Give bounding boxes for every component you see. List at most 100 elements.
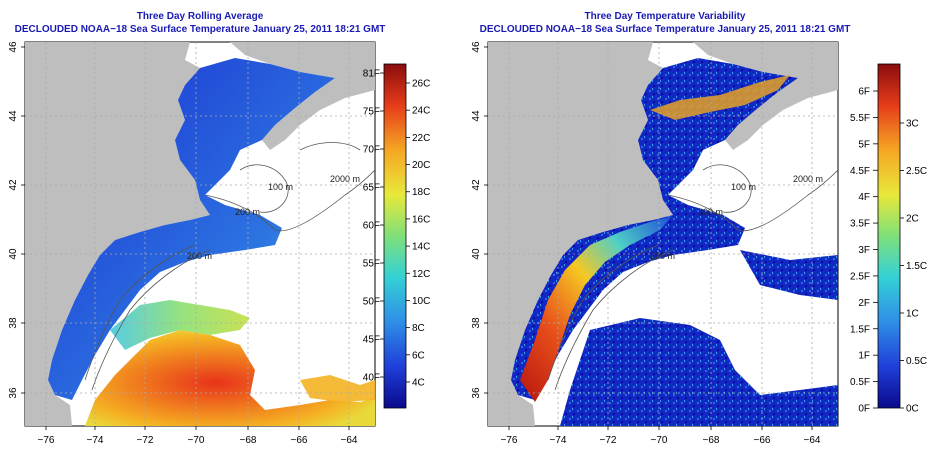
right-y-axis: 36 38 40 42 44 46 bbox=[471, 41, 488, 399]
right-x-tick-label: −70 bbox=[651, 435, 668, 446]
left-colorbar-c-label: 16C bbox=[412, 214, 430, 225]
right-colorbar-celsius-labels: 3C 2.5C 2C 1.5C 1C 0.5C 0C bbox=[900, 119, 927, 415]
left-colorbar-celsius-labels: 26C 24C 22C 20C 18C 16C 14C 12C 10C 8C 6C 4C bbox=[406, 79, 430, 389]
right-colorbar-f-label: 2F bbox=[858, 298, 870, 309]
right-isobath-label-200m-b: 200 m bbox=[698, 207, 723, 217]
left-y-tick-label: 40 bbox=[8, 248, 19, 260]
right-var-offshore-blue bbox=[560, 318, 838, 426]
left-colorbar-fahrenheit-labels: 81F 75F 70F 65F 60F 55F 50F 45F 40F bbox=[363, 69, 384, 384]
right-var-gulf-maine-front bbox=[650, 75, 790, 120]
left-x-tick-label: −76 bbox=[38, 435, 55, 446]
right-var-offshore-east bbox=[740, 250, 838, 300]
right-colorbar-f-label: 4.5F bbox=[850, 166, 870, 177]
right-land-mass bbox=[488, 42, 673, 426]
right-colorbar-fahrenheit-labels: 6F 5.5F 5F 4.5F 4F 3.5F 3F 2.5F 2F 1.5F 1F 0.5F 0F bbox=[850, 87, 878, 415]
right-colorbar-f-label: 5.5F bbox=[850, 113, 870, 124]
left-x-tick-label: −72 bbox=[137, 435, 154, 446]
left-colorbar-f-label: 45F bbox=[363, 335, 380, 346]
left-map: 100 m 200 m 2000 m 200 m bbox=[24, 41, 376, 427]
left-title-line1: Three Day Rolling Average bbox=[136, 11, 264, 22]
right-colorbar-f-label: 1.5F bbox=[850, 324, 870, 335]
left-x-tick-label: −66 bbox=[291, 435, 308, 446]
left-colorbar-f-label: 81F bbox=[363, 69, 380, 80]
right-x-tick-label: −66 bbox=[754, 435, 771, 446]
right-var-shelf-front bbox=[520, 216, 672, 402]
right-x-tick-label: −76 bbox=[501, 435, 518, 446]
left-sst-warm-patch-east bbox=[300, 375, 375, 402]
right-y-tick-label: 36 bbox=[471, 387, 482, 399]
left-colorbar-f-label: 75F bbox=[363, 107, 380, 118]
left-y-tick-label: 46 bbox=[8, 41, 19, 53]
right-x-tick-label: −72 bbox=[600, 435, 617, 446]
left-y-axis: 36 38 40 42 44 46 bbox=[8, 41, 25, 399]
left-colorbar-c-label: 12C bbox=[412, 269, 430, 280]
left-colorbar-c-label: 18C bbox=[412, 187, 430, 198]
right-colorbar-c-label: 2.5C bbox=[906, 166, 927, 177]
right-x-axis: −76 −74 −72 −70 −68 −66 −64 bbox=[501, 426, 821, 446]
left-land-islands bbox=[335, 55, 375, 75]
right-x-tick-label: −68 bbox=[703, 435, 720, 446]
right-x-tick-label: −64 bbox=[804, 435, 821, 446]
right-title-line1: Three Day Temperature Variability bbox=[584, 11, 746, 22]
left-title-line2: DECLOUDED NOAA−18 Sea Surface Temperatur… bbox=[14, 24, 386, 35]
left-land-nova-scotia bbox=[230, 42, 375, 150]
right-isobath-label-2000m: 2000 m bbox=[793, 174, 823, 184]
right-map: 100 m 200 m 2000 m 200 m bbox=[487, 41, 839, 427]
right-colorbar-f-label: 5F bbox=[858, 139, 870, 150]
left-x-tick-label: −68 bbox=[240, 435, 257, 446]
left-isobath-label-100m: 100 m bbox=[268, 182, 293, 192]
right-land-nova-scotia bbox=[693, 42, 838, 150]
right-colorbar bbox=[877, 63, 901, 409]
right-colorbar-c-label: 0.5C bbox=[906, 356, 927, 367]
left-colorbar-c-label: 20C bbox=[412, 160, 430, 171]
right-colorbar-f-label: 3F bbox=[858, 245, 870, 256]
right-y-tick-label: 40 bbox=[471, 248, 482, 260]
left-gridlines bbox=[25, 42, 375, 426]
left-colorbar-f-label: 55F bbox=[363, 259, 380, 270]
left-colorbar-f-label: 65F bbox=[363, 183, 380, 194]
right-colorbar-c-label: 2C bbox=[906, 214, 919, 225]
left-colorbar-c-label: 6C bbox=[412, 350, 425, 361]
left-x-tick-label: −70 bbox=[188, 435, 205, 446]
left-colorbar-f-label: 40F bbox=[363, 373, 380, 384]
left-x-axis: −76 −74 −72 −70 −68 −66 −64 bbox=[38, 426, 358, 446]
right-colorbar-f-label: 0.5F bbox=[850, 377, 870, 388]
right-isobath-label-200m: 200 m bbox=[650, 251, 675, 261]
left-colorbar-c-label: 4C bbox=[412, 378, 425, 389]
right-isobath-label-100m: 100 m bbox=[731, 182, 756, 192]
right-colorbar-c-label: 1C bbox=[906, 309, 919, 320]
left-colorbar-f-label: 60F bbox=[363, 221, 380, 232]
right-y-tick-label: 44 bbox=[471, 110, 482, 122]
left-colorbar bbox=[383, 63, 407, 409]
left-y-tick-label: 44 bbox=[8, 110, 19, 122]
left-colorbar-c-label: 26C bbox=[412, 79, 430, 90]
right-colorbar-f-label: 4F bbox=[858, 192, 870, 203]
left-isobath-label-200m: 200 m bbox=[187, 251, 212, 261]
right-colorbar-c-label: 1.5C bbox=[906, 261, 927, 272]
left-isobaths bbox=[84, 142, 375, 391]
right-colorbar-f-label: 0F bbox=[858, 404, 870, 415]
right-colorbar-f-label: 2.5F bbox=[850, 271, 870, 282]
left-y-tick-label: 38 bbox=[8, 317, 19, 329]
right-x-tick-label: −74 bbox=[550, 435, 567, 446]
right-y-tick-label: 46 bbox=[471, 41, 482, 53]
left-colorbar-c-label: 8C bbox=[412, 323, 425, 334]
left-land-mass bbox=[25, 42, 210, 426]
left-y-tick-label: 42 bbox=[8, 179, 19, 191]
left-colorbar-f-label: 50F bbox=[363, 297, 380, 308]
right-colorbar-c-label: 0C bbox=[906, 404, 919, 415]
left-x-tick-label: −64 bbox=[341, 435, 358, 446]
right-colorbar-f-label: 1F bbox=[858, 351, 870, 362]
left-colorbar-c-label: 14C bbox=[412, 242, 430, 253]
left-colorbar-c-label: 10C bbox=[412, 296, 430, 307]
left-sst-gulf-stream bbox=[85, 330, 375, 426]
left-panel-title: Three Day Rolling Average DECLOUDED NOAA… bbox=[0, 10, 410, 36]
right-y-tick-label: 38 bbox=[471, 317, 482, 329]
right-colorbar-f-label: 6F bbox=[858, 87, 870, 98]
left-colorbar-c-label: 24C bbox=[412, 106, 430, 117]
right-title-line2: DECLOUDED NOAA−18 Sea Surface Temperatur… bbox=[479, 24, 851, 35]
left-isobath-label-200m-b: 200 m bbox=[235, 207, 260, 217]
left-y-tick-label: 36 bbox=[8, 387, 19, 399]
left-x-tick-label: −74 bbox=[87, 435, 104, 446]
